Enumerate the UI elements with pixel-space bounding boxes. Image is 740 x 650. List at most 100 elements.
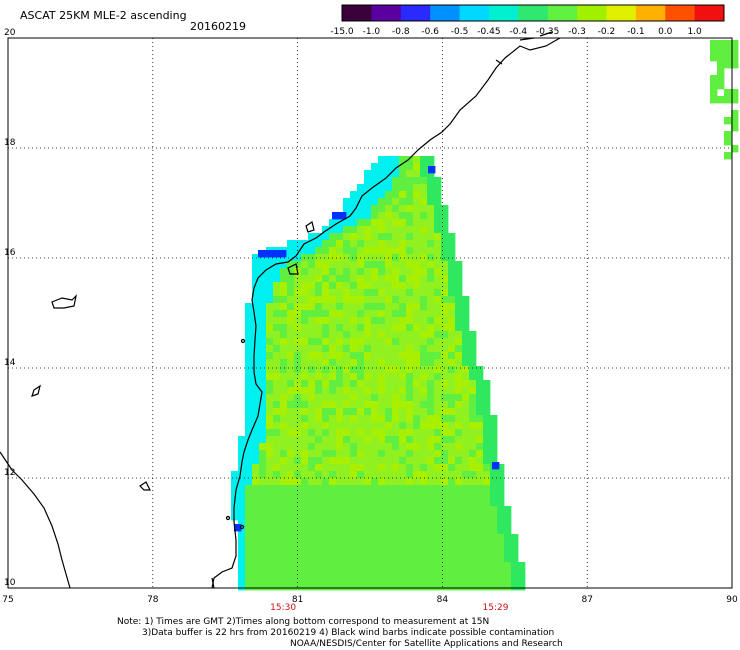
swath-cell bbox=[483, 408, 491, 416]
swath-cell bbox=[357, 506, 365, 514]
swath-cell bbox=[378, 373, 386, 381]
swath-cell bbox=[490, 443, 498, 451]
swath-cell bbox=[441, 380, 449, 388]
swath-cell bbox=[476, 422, 484, 430]
swath-cell bbox=[343, 471, 351, 479]
swath-cell bbox=[343, 450, 351, 458]
swath-cell bbox=[329, 429, 337, 437]
swath-cell bbox=[413, 576, 421, 584]
swath-cell bbox=[490, 429, 498, 437]
swath-cell bbox=[378, 338, 386, 346]
swath-cell bbox=[469, 471, 477, 479]
swath-cell bbox=[399, 303, 407, 311]
swath-cell bbox=[280, 296, 288, 304]
swath-cell bbox=[259, 380, 267, 388]
swath-cell bbox=[273, 303, 281, 311]
swath-cell bbox=[462, 471, 470, 479]
swath-cell bbox=[371, 317, 379, 325]
swath-cell bbox=[287, 366, 295, 374]
swath-cell bbox=[413, 387, 421, 395]
swath-cell bbox=[245, 520, 253, 528]
swath-cell bbox=[329, 450, 337, 458]
island-2 bbox=[31, 384, 41, 397]
swath-cell bbox=[371, 478, 379, 486]
swath-cell bbox=[343, 576, 351, 584]
swath-cell bbox=[357, 247, 365, 255]
swath-cell bbox=[231, 513, 239, 521]
swath-cell bbox=[364, 562, 372, 570]
swath-cell bbox=[385, 499, 393, 507]
swath-cell bbox=[476, 380, 484, 388]
swath-cell bbox=[448, 317, 456, 325]
swath-cell bbox=[259, 541, 267, 549]
swath-cell bbox=[371, 380, 379, 388]
swath-cell bbox=[448, 324, 456, 332]
swath-cell bbox=[455, 576, 463, 584]
swath-cell bbox=[273, 268, 281, 276]
swath-cell bbox=[245, 303, 253, 311]
swath-cell bbox=[469, 457, 477, 465]
swath-cell bbox=[420, 247, 428, 255]
swath-cell bbox=[455, 359, 463, 367]
swath-cell bbox=[336, 380, 344, 388]
swath-cell bbox=[462, 506, 470, 514]
swath-cell bbox=[399, 527, 407, 535]
swath-cell bbox=[301, 261, 309, 269]
swath-cell bbox=[273, 492, 281, 500]
swath-cell bbox=[336, 268, 344, 276]
swath-cell bbox=[420, 275, 428, 283]
swath-cell bbox=[441, 583, 449, 591]
swath-cell bbox=[336, 464, 344, 472]
swath-cell bbox=[273, 513, 281, 521]
swath-cell bbox=[448, 492, 456, 500]
swath-cell bbox=[322, 387, 330, 395]
swath-cell bbox=[441, 520, 449, 528]
swath-cell bbox=[280, 436, 288, 444]
swath-cell bbox=[308, 555, 316, 563]
colorbar-label: -0.3 bbox=[568, 27, 586, 37]
swath-cell bbox=[357, 576, 365, 584]
swath-cell-edge bbox=[724, 96, 732, 104]
swath-cell bbox=[315, 457, 323, 465]
swath-cell bbox=[427, 394, 435, 402]
swath-cell bbox=[252, 513, 260, 521]
swath-cell bbox=[399, 436, 407, 444]
swath-cell bbox=[427, 177, 435, 185]
swath-cell bbox=[315, 254, 323, 262]
swath-cell bbox=[315, 408, 323, 416]
swath-cell bbox=[294, 366, 302, 374]
swath-cell bbox=[434, 338, 442, 346]
swath-cell bbox=[448, 380, 456, 388]
swath-cell bbox=[434, 513, 442, 521]
swath-cell-edge bbox=[724, 89, 732, 97]
swath-cell bbox=[315, 247, 323, 255]
swath-cell bbox=[448, 429, 456, 437]
swath-cell bbox=[406, 170, 414, 178]
swath-cell bbox=[280, 541, 288, 549]
swath-cell bbox=[420, 436, 428, 444]
swath-cell bbox=[497, 562, 505, 570]
swath-cell-edge bbox=[717, 96, 725, 104]
swath-cell bbox=[259, 513, 267, 521]
swath-cell bbox=[336, 275, 344, 283]
swath-cell-low bbox=[265, 250, 273, 258]
swath-cell bbox=[238, 562, 246, 570]
swath-cell bbox=[259, 338, 267, 346]
swath-cell bbox=[364, 198, 372, 206]
swath-cell bbox=[287, 443, 295, 451]
swath-cell bbox=[504, 541, 512, 549]
swath-cell bbox=[357, 261, 365, 269]
swath-cell bbox=[308, 254, 316, 262]
swath-cell bbox=[357, 548, 365, 556]
swath-cell bbox=[301, 331, 309, 339]
swath-cell bbox=[434, 366, 442, 374]
swath-cell bbox=[238, 555, 246, 563]
swath-cell bbox=[378, 247, 386, 255]
swath-cell bbox=[280, 569, 288, 577]
swath-cell bbox=[385, 471, 393, 479]
swath-cell bbox=[322, 310, 330, 318]
swath-cell bbox=[378, 534, 386, 542]
swath-cell-low bbox=[492, 462, 500, 470]
colorbar-label: -0.45 bbox=[477, 27, 500, 37]
swath-cell bbox=[427, 324, 435, 332]
